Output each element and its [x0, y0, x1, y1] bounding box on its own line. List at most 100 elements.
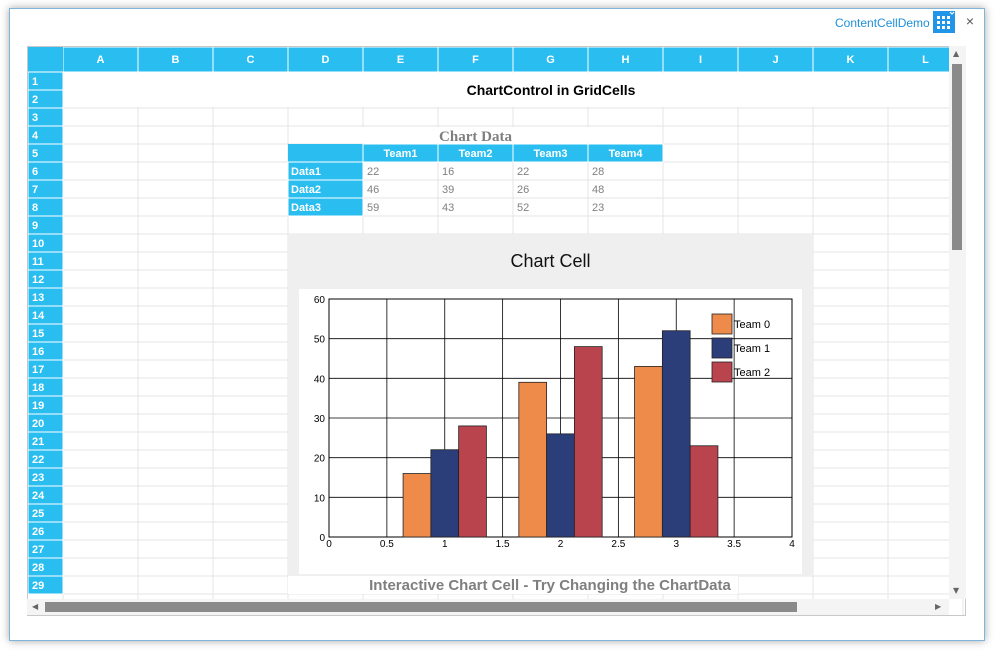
row-header-label: 13 — [32, 292, 44, 304]
data-table-row-label-cell[interactable] — [287, 197, 364, 217]
data-table-value: 22 — [367, 166, 379, 178]
column-header-k[interactable] — [812, 47, 889, 73]
column-header-label: A — [97, 54, 105, 66]
row-header-label: 16 — [32, 346, 44, 358]
data-table-value: 59 — [367, 202, 379, 214]
window-title: ContentCellDemo — [835, 16, 930, 30]
bar[interactable] — [689, 445, 719, 538]
data-table-header-label: Team2 — [458, 148, 492, 160]
row-header-label: 19 — [32, 400, 44, 412]
y-tick-label: 20 — [314, 454, 326, 465]
scroll-right-icon[interactable]: ▶ — [935, 602, 942, 611]
bar[interactable] — [661, 330, 691, 538]
data-table-value: 48 — [592, 184, 604, 196]
footer-text: Interactive Chart Cell - Try Changing th… — [369, 577, 731, 594]
scroll-left-icon[interactable]: ◀ — [32, 602, 39, 611]
grid-canvas: A B C D E F G H I J K L1234567891011121314151617181… — [28, 47, 966, 615]
close-button[interactable]: × — [965, 13, 975, 29]
scroll-up-icon[interactable]: ▲ — [953, 49, 960, 58]
data-table-row-label: Data1 — [291, 166, 321, 178]
data-table-value: 16 — [442, 166, 454, 178]
legend-swatch — [711, 313, 733, 335]
data-table-header-label: Team3 — [533, 148, 567, 160]
column-header-e[interactable] — [362, 47, 439, 73]
scroll-down-icon[interactable]: ▼ — [953, 586, 960, 595]
data-table-header-label: Team4 — [608, 148, 643, 160]
y-tick-label: 30 — [314, 414, 326, 425]
corner-header[interactable] — [28, 47, 63, 72]
row-header-label: 25 — [32, 508, 44, 520]
y-tick-label: 60 — [314, 295, 326, 306]
column-header-label: I — [699, 54, 702, 66]
column-header-label: B — [172, 54, 180, 66]
row-header-label: 4 — [32, 130, 39, 142]
row-header-label: 29 — [32, 580, 44, 592]
y-tick-label: 0 — [319, 533, 325, 544]
column-header-label: C — [247, 54, 255, 66]
x-tick-label: 2 — [558, 539, 564, 550]
data-table-value: 46 — [367, 184, 379, 196]
row-header-label: 26 — [32, 526, 44, 538]
chart-data-heading-cell[interactable] — [289, 127, 662, 143]
spreadsheet-grid[interactable]: A B C D E F G H I J K L 1 2 3 4 5 6 7 8 9 10 11 12 13 14 15 16 17 18 1… — [27, 46, 966, 616]
column-header-b[interactable] — [137, 47, 214, 73]
y-tick-label: 50 — [314, 335, 326, 346]
row-header-label: 18 — [32, 382, 44, 394]
footer-cell[interactable] — [288, 576, 738, 594]
legend-label: Team 1 — [734, 343, 770, 355]
vertical-scroll-thumb[interactable] — [952, 64, 962, 250]
row-header-label: 21 — [32, 436, 44, 448]
x-tick-label: 3 — [673, 539, 679, 550]
bar[interactable] — [518, 381, 548, 538]
column-header-label: E — [397, 54, 404, 66]
row-header-label: 2 — [32, 94, 38, 106]
x-tick-label: 0.5 — [380, 539, 394, 550]
bar[interactable] — [573, 346, 603, 538]
row-header-label: 17 — [32, 364, 44, 376]
bar[interactable] — [458, 425, 487, 538]
legend-label: Team 0 — [734, 319, 770, 331]
column-header-i[interactable] — [662, 47, 739, 73]
column-header-label: J — [772, 54, 778, 66]
chart-title: Chart Cell — [510, 251, 590, 271]
data-table-value: 22 — [517, 166, 529, 178]
horizontal-scrollbar[interactable]: ◀ ▶ — [27, 599, 949, 615]
row-header-label: 12 — [32, 274, 44, 286]
chart-data-heading: Chart Data — [439, 129, 512, 145]
x-tick-label: 4 — [789, 539, 795, 550]
column-header-label: L — [922, 54, 929, 66]
row-header-label: 15 — [32, 328, 44, 340]
data-table-value: 39 — [442, 184, 454, 196]
data-table-value: 52 — [517, 202, 529, 214]
column-header-h[interactable] — [587, 47, 664, 73]
y-tick-label: 40 — [314, 374, 326, 385]
title-cell[interactable] — [64, 73, 966, 107]
row-header-label: 23 — [32, 472, 44, 484]
column-header-label: H — [622, 54, 630, 66]
row-header-label: 27 — [32, 544, 44, 556]
bar[interactable] — [402, 473, 432, 538]
column-header-d[interactable] — [287, 47, 364, 73]
column-header-c[interactable] — [212, 47, 289, 73]
legend-swatch — [711, 361, 733, 383]
column-header-f[interactable] — [437, 47, 514, 73]
row-header-label: 8 — [32, 202, 38, 214]
data-table-value: 28 — [592, 166, 604, 178]
y-tick-label: 10 — [314, 493, 326, 504]
row-header-label: 22 — [32, 454, 44, 466]
row-header-29[interactable] — [28, 575, 64, 595]
bar[interactable] — [634, 366, 663, 538]
row-header-label: 11 — [32, 256, 44, 268]
horizontal-scroll-thumb[interactable] — [45, 602, 797, 612]
row-header-label: 1 — [32, 76, 38, 88]
row-header-label: 24 — [32, 490, 45, 502]
grid-icon[interactable] — [933, 11, 955, 33]
row-header-label: 14 — [32, 310, 45, 322]
data-table-row-label: Data2 — [291, 184, 321, 196]
bar[interactable] — [430, 449, 460, 538]
bar[interactable] — [546, 433, 575, 538]
x-tick-label: 1 — [442, 539, 448, 550]
row-header-label: 7 — [32, 184, 38, 196]
vertical-scrollbar[interactable]: ▲ ▼ — [949, 46, 966, 599]
data-table-header-cell[interactable] — [587, 143, 664, 163]
